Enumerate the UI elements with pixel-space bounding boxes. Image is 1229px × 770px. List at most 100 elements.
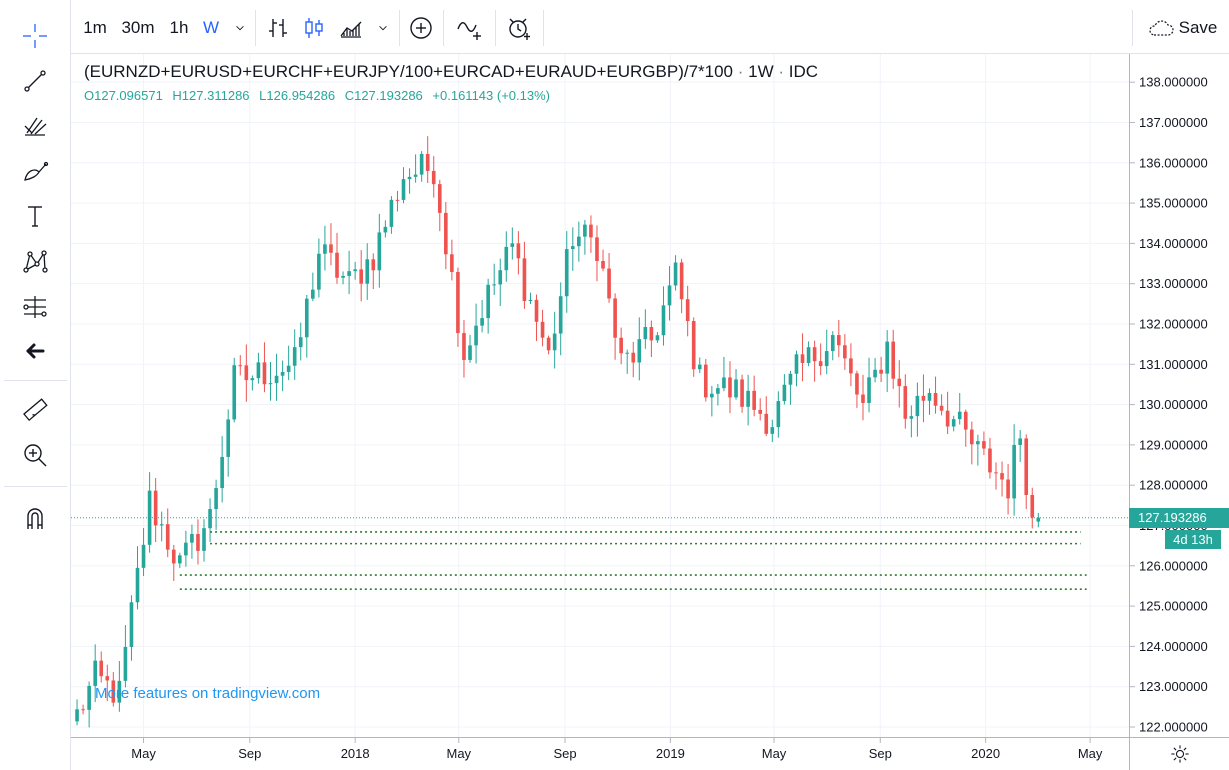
area-style-button[interactable] xyxy=(335,10,367,46)
candle-up xyxy=(87,685,91,710)
candle-up xyxy=(135,567,140,603)
candle-up xyxy=(117,680,122,703)
candle-up xyxy=(274,375,279,384)
legend-title[interactable]: (EURNZD+EURUSD+EURCHF+EURJPY/100+EURCAD+… xyxy=(84,62,818,82)
candle-up xyxy=(873,369,877,378)
crosshair-tool[interactable] xyxy=(14,19,56,53)
chevron-down-icon xyxy=(379,25,387,31)
candle-up xyxy=(734,379,738,398)
candle-up xyxy=(468,345,472,360)
chart-canvas[interactable] xyxy=(71,54,1129,737)
magnet-icon xyxy=(27,508,43,529)
candle-down xyxy=(836,335,841,346)
legend-close: C127.193286 xyxy=(344,88,423,103)
candle-up xyxy=(673,262,678,286)
toolbar-divider xyxy=(399,10,400,46)
bar-countdown-label: 4d 13h xyxy=(1165,529,1221,549)
candle-up xyxy=(697,364,702,370)
text-tool[interactable] xyxy=(14,199,56,233)
brush-icon xyxy=(24,161,49,181)
candle-up xyxy=(298,337,303,348)
candle-down xyxy=(329,244,333,253)
candle-up xyxy=(75,709,79,722)
candle-up xyxy=(558,296,563,334)
pitchfork-tool[interactable] xyxy=(14,109,56,143)
current-price-label: 127.193286 xyxy=(1129,507,1229,528)
legend-open: O127.096571 xyxy=(84,88,163,103)
candle-up xyxy=(782,384,787,402)
candle-down xyxy=(921,395,926,401)
candle-down xyxy=(891,341,896,379)
trend-line-tool[interactable] xyxy=(14,64,56,98)
toolbar-divider xyxy=(443,10,444,46)
candle-down xyxy=(897,378,902,387)
chart-legend: (EURNZD+EURUSD+EURCHF+EURJPY/100+EURCAD+… xyxy=(84,62,818,103)
measure-tool[interactable] xyxy=(14,393,56,427)
save-button[interactable]: Save xyxy=(1139,10,1225,46)
forecast-tool[interactable] xyxy=(14,289,56,323)
brush-tool[interactable] xyxy=(14,154,56,188)
compare-symbol-button[interactable] xyxy=(405,10,437,46)
candle-down xyxy=(849,358,853,374)
candle-up xyxy=(407,176,412,180)
candle-up xyxy=(867,377,871,403)
chart-style-dropdown[interactable] xyxy=(373,10,393,46)
candle-down xyxy=(607,268,611,299)
candle-down xyxy=(601,261,605,269)
alert-button[interactable] xyxy=(501,10,537,46)
save-label: Save xyxy=(1178,18,1218,37)
candle-down xyxy=(425,153,430,171)
chart-settings-button[interactable] xyxy=(1129,737,1229,770)
interval-30m[interactable]: 30m xyxy=(121,18,155,37)
pitchfork-icon xyxy=(24,117,47,136)
candle-down xyxy=(171,549,176,564)
price-tick-label: 132.000000 xyxy=(1139,316,1208,331)
candle-up xyxy=(564,249,569,297)
chart-svg xyxy=(71,54,1129,737)
interval-1m[interactable]: 1m xyxy=(83,18,107,37)
interval-w[interactable]: W xyxy=(202,18,220,37)
candle-up xyxy=(794,354,799,374)
long-position-icon xyxy=(23,296,47,318)
time-tick-label: Sep xyxy=(238,746,261,761)
back-tool[interactable] xyxy=(14,334,56,368)
interval-1h[interactable]: 1h xyxy=(169,18,189,37)
candle-down xyxy=(371,259,376,271)
price-axis[interactable]: 122.000000 123.000000 124.000000 125.000000… xyxy=(1129,54,1229,737)
zoom-tool[interactable] xyxy=(14,438,56,472)
candle-up xyxy=(716,388,720,394)
candle-down xyxy=(165,524,170,550)
time-tick-label: May xyxy=(762,746,787,761)
candle-up xyxy=(232,365,237,420)
candle-up xyxy=(770,427,775,434)
candle-up xyxy=(304,298,309,338)
bars-style-button[interactable] xyxy=(262,10,294,46)
candle-down xyxy=(679,262,684,300)
candle-down xyxy=(812,347,817,362)
candle-up xyxy=(317,253,321,290)
candle-up xyxy=(268,383,273,385)
interval-dropdown[interactable] xyxy=(229,10,251,46)
candle-down xyxy=(462,333,466,360)
price-tick-label: 135.000000 xyxy=(1139,196,1208,211)
candle-down xyxy=(631,352,636,363)
toolbar-divider xyxy=(495,10,496,46)
candle-up xyxy=(504,246,509,271)
time-axis[interactable]: May Sep 2018 May Sep 2019 May Sep 2020 May xyxy=(71,737,1129,770)
candle-down xyxy=(431,170,436,185)
price-tick-label: 123.000000 xyxy=(1139,679,1208,694)
candle-up xyxy=(552,333,557,351)
tradingview-link[interactable]: More features on tradingview.com xyxy=(95,685,321,702)
candle-up xyxy=(486,284,490,319)
candle-down xyxy=(728,377,732,398)
candle-up xyxy=(830,335,835,352)
price-axis-svg: 122.000000 123.000000 124.000000 125.000000… xyxy=(1130,75,1208,735)
candle-up xyxy=(347,271,351,276)
candles-style-button[interactable] xyxy=(298,10,330,46)
candle-up xyxy=(401,179,406,200)
pattern-tool[interactable] xyxy=(14,244,56,278)
legend-source: IDC xyxy=(788,62,819,81)
bars-icon xyxy=(269,19,287,37)
magnet-tool[interactable] xyxy=(14,501,56,535)
indicators-button[interactable] xyxy=(451,10,487,46)
